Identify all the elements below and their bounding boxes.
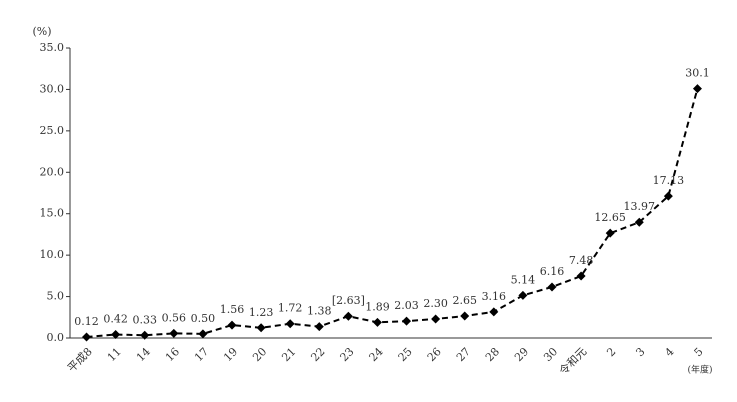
data-label: 2.65	[452, 294, 477, 307]
x-tick-label: 3	[633, 345, 647, 359]
x-tick-label: 5	[692, 345, 706, 359]
x-tick-label: 29	[512, 345, 531, 364]
marker	[82, 332, 92, 342]
x-tick-label: 14	[134, 345, 153, 364]
marker	[372, 317, 382, 327]
data-label: 7.48	[569, 254, 594, 267]
x-tick-label: 令和元	[556, 344, 589, 377]
marker	[663, 191, 673, 201]
y-tick-label: 5.0	[47, 290, 65, 303]
marker	[343, 311, 353, 321]
x-tick-label: 20	[250, 345, 269, 364]
data-label: 17.13	[653, 174, 685, 187]
x-tick-label: 26	[425, 345, 444, 364]
marker	[547, 282, 557, 292]
y-tick-label: 25.0	[40, 124, 65, 137]
x-tick-label: 4	[662, 345, 676, 359]
marker	[140, 330, 150, 340]
data-label: 0.12	[74, 315, 99, 328]
marker	[634, 217, 644, 227]
marker	[285, 319, 295, 329]
x-tick-label: 16	[163, 345, 182, 364]
x-tick-label: 2	[604, 345, 618, 359]
data-label: 1.56	[220, 303, 245, 316]
data-label: 1.23	[249, 306, 274, 319]
data-label: [2.63]	[332, 294, 365, 307]
marker	[460, 311, 470, 321]
data-label: 30.1	[685, 67, 710, 80]
x-tick-label: 17	[192, 345, 211, 364]
x-axis-label: (年度)	[687, 364, 712, 376]
x-tick-label: 24	[367, 345, 386, 364]
y-tick-label: 15.0	[40, 207, 65, 220]
marker	[489, 307, 499, 317]
y-axis-label: (%)	[32, 25, 51, 38]
marker	[605, 228, 615, 238]
x-tick-label: 11	[105, 345, 124, 364]
x-tick-label: 25	[396, 345, 415, 364]
x-tick-label: 19	[221, 345, 240, 364]
x-tick-label: 23	[338, 345, 357, 364]
data-label: 2.03	[394, 299, 419, 312]
x-tick-label: 27	[454, 345, 473, 364]
x-tick-label: 30	[541, 345, 560, 364]
marker	[111, 330, 121, 340]
data-label: 1.38	[307, 305, 332, 318]
marker	[169, 328, 179, 338]
data-label: 0.50	[191, 312, 216, 325]
data-label: 3.16	[482, 290, 507, 303]
data-label: 0.33	[132, 313, 157, 326]
data-label: 2.30	[423, 297, 448, 310]
data-label: 1.89	[365, 300, 390, 313]
data-label: 0.56	[162, 311, 187, 324]
marker	[431, 314, 441, 324]
y-tick-label: 35.0	[40, 41, 65, 54]
data-label: 5.14	[511, 273, 536, 286]
marker	[314, 322, 324, 332]
marker	[227, 320, 237, 330]
data-label: 0.42	[103, 313, 128, 326]
y-tick-label: 10.0	[40, 248, 65, 261]
x-tick-label: 22	[308, 345, 327, 364]
x-tick-label: 平成8	[65, 345, 95, 375]
y-tick-label: 20.0	[40, 165, 65, 178]
line	[86, 88, 699, 339]
marker	[518, 290, 528, 300]
marker	[198, 329, 208, 339]
x-tick-label: 28	[483, 345, 502, 364]
y-tick-label: 30.0	[40, 82, 65, 95]
data-label: 13.97	[624, 200, 656, 213]
x-tick-label: 21	[279, 345, 298, 364]
marker	[576, 271, 586, 281]
data-label: 12.65	[594, 211, 626, 224]
y-tick-label: 0.0	[47, 331, 65, 344]
marker	[692, 84, 702, 94]
data-label: 1.72	[278, 302, 303, 315]
marker	[402, 316, 412, 326]
data-label: 6.16	[540, 265, 565, 278]
marker	[256, 323, 266, 333]
